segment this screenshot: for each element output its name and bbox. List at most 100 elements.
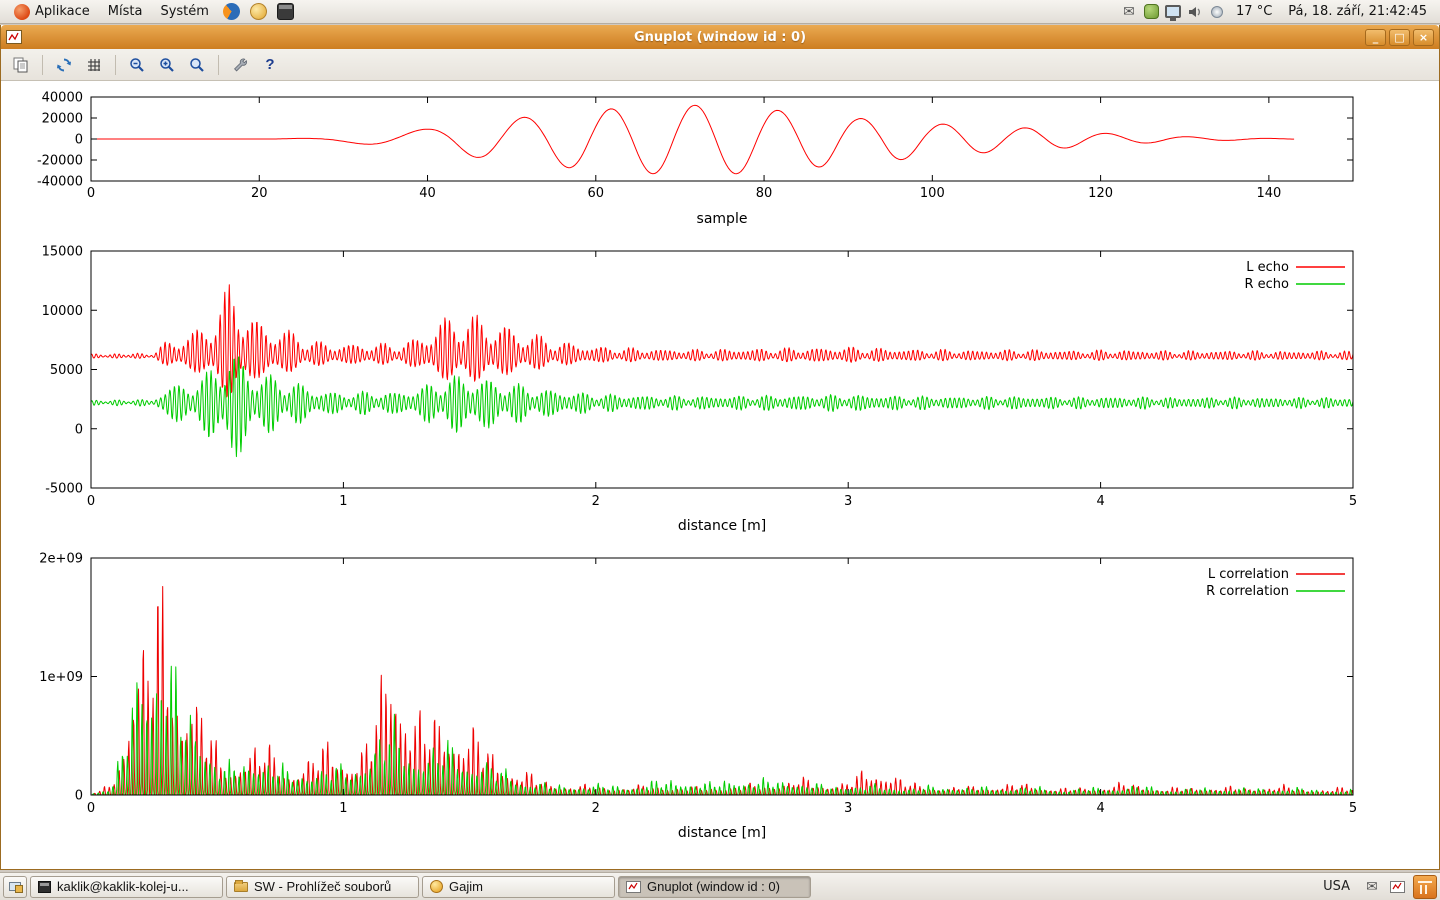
window-title: Gnuplot (window id : 0) — [633, 29, 807, 45]
menu-places-label: Místa — [107, 4, 143, 19]
mail-notification-icon[interactable]: ✉ — [1123, 3, 1135, 20]
legend-entry-label: L echo — [1246, 260, 1289, 275]
series-r-correlation — [91, 665, 1353, 795]
x-tick-label: 3 — [844, 801, 852, 816]
x-tick-label: 20 — [251, 186, 268, 201]
minimize-button[interactable]: _ — [1365, 28, 1386, 46]
x-tick-label: 140 — [1256, 186, 1281, 201]
x-tick-label: 100 — [920, 186, 945, 201]
configure-icon[interactable] — [226, 52, 254, 78]
zoom-next-icon[interactable] — [153, 52, 181, 78]
weather-icon[interactable] — [1207, 3, 1227, 21]
x-tick-label: 4 — [1096, 801, 1104, 816]
show-desktop-icon[interactable] — [3, 875, 27, 898]
y-tick-label: 40000 — [42, 91, 83, 106]
toolbar-separator — [218, 54, 219, 75]
menu-system[interactable]: Systém — [152, 2, 216, 21]
series-signal — [91, 104, 1295, 175]
x-axis-label: distance [m] — [678, 518, 766, 534]
task-gajim[interactable]: Gajim — [422, 875, 615, 898]
x-tick-label: 1 — [339, 494, 347, 509]
x-tick-label: 4 — [1096, 494, 1104, 509]
replot-icon[interactable] — [50, 52, 78, 78]
trash-icon[interactable] — [1413, 874, 1437, 899]
help-label: ? — [265, 56, 275, 73]
plot-border — [90, 557, 1354, 796]
help-icon[interactable]: ? — [256, 52, 284, 78]
y-tick-label: 2e+09 — [39, 552, 83, 567]
copy-icon[interactable] — [7, 52, 35, 78]
task-label: kaklik@kaklik-kolej-u... — [57, 879, 189, 894]
plot-border — [90, 250, 1354, 489]
toolbar: ? — [1, 49, 1439, 81]
gnuplot-icon — [626, 880, 641, 893]
x-tick-label: 3 — [844, 494, 852, 509]
toolbar-separator — [115, 54, 116, 75]
mail-tray-icon[interactable]: ✉ — [1366, 878, 1378, 895]
series-l-echo — [91, 284, 1353, 398]
x-axis-label: distance [m] — [678, 825, 766, 841]
task-terminal[interactable]: kaklik@kaklik-kolej-u... — [30, 875, 223, 898]
updates-icon[interactable] — [1141, 3, 1161, 21]
y-tick-label: -20000 — [37, 154, 83, 169]
top-panel: Aplikace Místa Systém ✉ 17 °C Pá, 18. zá… — [0, 0, 1440, 24]
task-label: Gajim — [449, 879, 483, 894]
x-tick-label: 40 — [419, 186, 436, 201]
zoom-reset-icon[interactable] — [183, 52, 211, 78]
y-tick-label: -40000 — [37, 175, 83, 190]
task-file-manager[interactable]: SW - Prohlížeč souborů — [226, 875, 419, 898]
volume-icon[interactable] — [1185, 3, 1205, 21]
x-tick-label: 5 — [1349, 801, 1357, 816]
task-label: Gnuplot (window id : 0) — [647, 879, 780, 894]
task-gnuplot[interactable]: Gnuplot (window id : 0) — [618, 875, 811, 898]
messenger-icon[interactable] — [249, 3, 267, 20]
menu-applications[interactable]: Aplikace — [6, 2, 98, 22]
echo-chart[interactable]: 0 1 2 3 4 5 -5000 0 5000 10000 15000 distance [m] L … — [1, 235, 1440, 545]
window-controls: _ □ × — [1362, 28, 1434, 46]
series-l-correlation — [91, 586, 1353, 795]
x-tick-label: 5 — [1349, 494, 1357, 509]
grid-icon[interactable] — [80, 52, 108, 78]
task-label: SW - Prohlížeč souborů — [254, 879, 392, 894]
menu-system-label: Systém — [160, 4, 209, 19]
y-tick-label: 10000 — [42, 304, 83, 319]
maximize-button[interactable]: □ — [1389, 28, 1410, 46]
temperature-applet[interactable]: 17 °C — [1236, 4, 1273, 19]
gajim-icon — [430, 880, 443, 893]
plot-surface: 0 20 40 60 80 100 120 140 -40000 -20000 0 20000 4000… — [1, 81, 1439, 869]
x-tick-label: 0 — [87, 494, 95, 509]
x-tick-label: 0 — [87, 801, 95, 816]
menu-applications-label: Aplikace — [35, 4, 90, 19]
x-axis-label: sample — [697, 211, 748, 227]
clock-applet[interactable]: Pá, 18. září, 21:42:45 — [1288, 4, 1427, 19]
close-button[interactable]: × — [1413, 28, 1434, 46]
terminal-launcher-icon[interactable] — [276, 3, 294, 20]
x-tick-label: 2 — [592, 494, 600, 509]
series-r-echo — [91, 356, 1353, 458]
keyboard-layout-indicator[interactable]: USA — [1323, 879, 1350, 894]
taskbar: kaklik@kaklik-kolej-u... SW - Prohlížeč … — [0, 872, 1440, 900]
y-tick-label: -5000 — [45, 482, 83, 497]
titlebar[interactable]: Gnuplot (window id : 0) _ □ × — [1, 25, 1439, 49]
legend-entry-label: R correlation — [1206, 584, 1289, 599]
x-tick-label: 1 — [339, 801, 347, 816]
firefox-icon[interactable] — [222, 3, 240, 20]
zoom-previous-icon[interactable] — [123, 52, 151, 78]
distributor-logo-icon — [14, 3, 30, 20]
y-tick-label: 5000 — [50, 363, 83, 378]
gnuplot-tray-icon[interactable] — [1386, 877, 1408, 897]
menu-places[interactable]: Místa — [100, 2, 151, 21]
legend-entry-label: L correlation — [1208, 567, 1289, 582]
gnuplot-window-icon — [6, 30, 22, 44]
y-tick-label: 1e+09 — [39, 670, 83, 685]
display-icon[interactable] — [1163, 3, 1183, 21]
x-tick-label: 0 — [87, 186, 95, 201]
terminal-icon — [38, 880, 51, 893]
sample-signal-chart[interactable]: 0 20 40 60 80 100 120 140 -40000 -20000 0 20000 4000… — [1, 81, 1440, 231]
y-tick-label: 0 — [75, 789, 83, 804]
x-tick-label: 80 — [756, 186, 773, 201]
y-tick-label: 20000 — [42, 112, 83, 127]
correlation-chart[interactable]: 0 1 2 3 4 5 0 1e+09 2e+09 distance [m] L correlati… — [1, 545, 1440, 850]
x-tick-label: 120 — [1088, 186, 1113, 201]
